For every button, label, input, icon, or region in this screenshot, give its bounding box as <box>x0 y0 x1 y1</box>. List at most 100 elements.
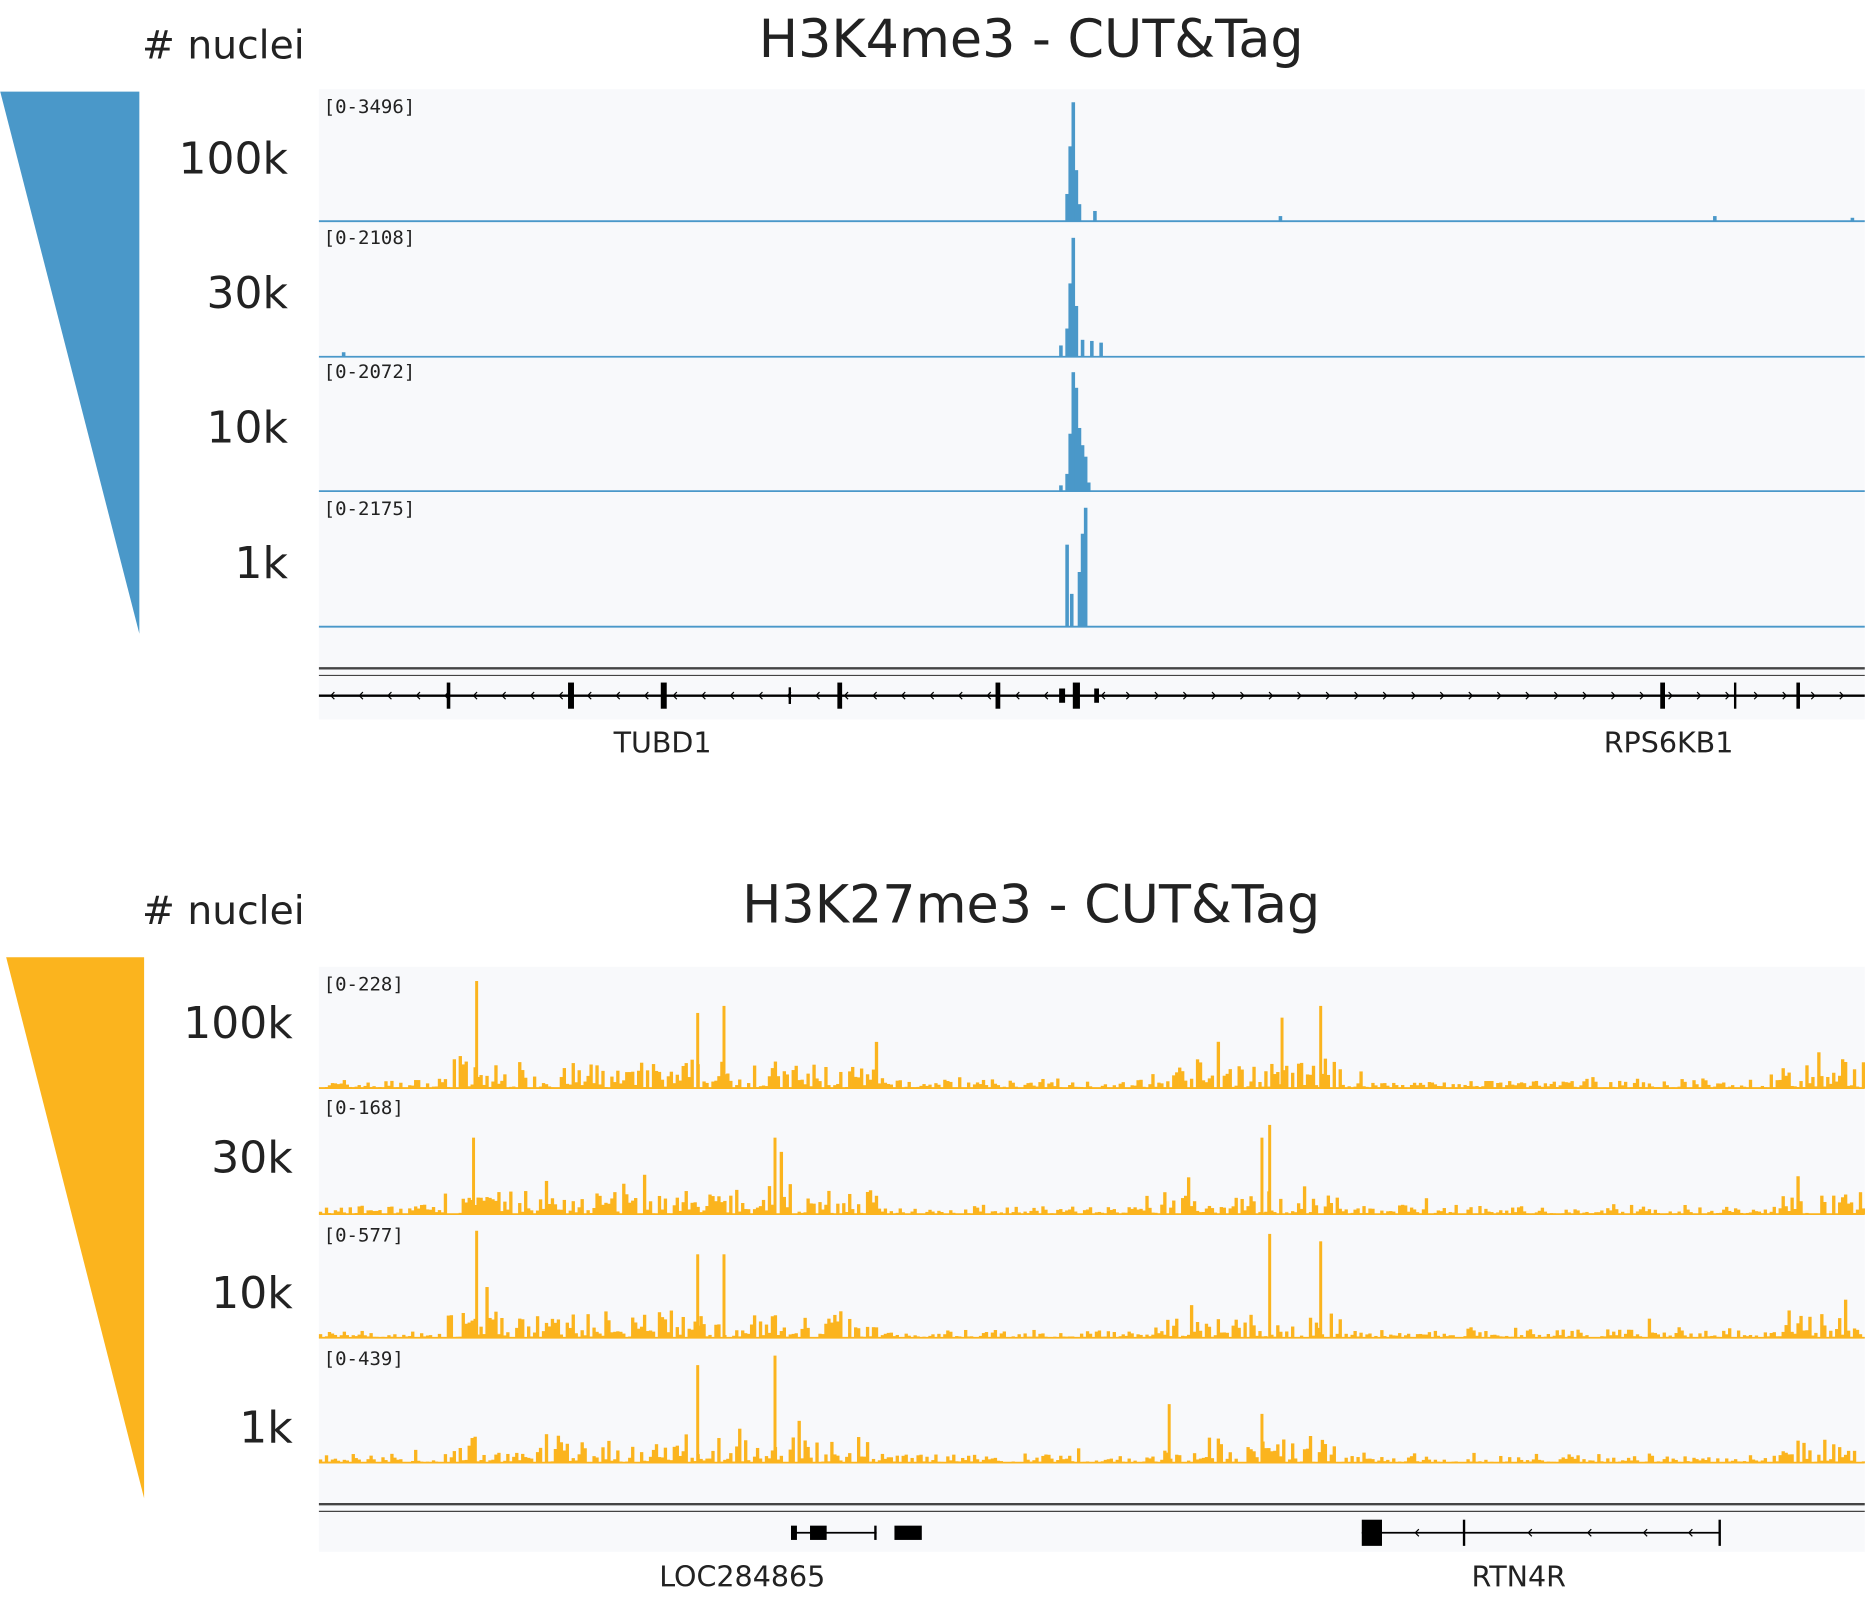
signal-bar <box>503 1335 507 1338</box>
signal-bar <box>1707 1084 1711 1089</box>
signal-bar <box>345 1460 349 1463</box>
exon <box>1059 688 1066 703</box>
signal-bar <box>1403 1205 1408 1215</box>
signal-bar <box>848 1453 852 1463</box>
signal-bar <box>408 1208 412 1215</box>
signal-bar <box>1380 1330 1384 1338</box>
signal-bar <box>711 1450 715 1463</box>
signal-bar <box>631 1071 635 1089</box>
signal-bar <box>937 1084 941 1089</box>
signal-bar <box>1139 1208 1143 1215</box>
signal-bar <box>993 1083 998 1089</box>
signal-bar <box>1163 1334 1167 1338</box>
signal-bar <box>1442 1333 1446 1338</box>
signal-bar <box>776 1459 781 1463</box>
signal-bar <box>521 1211 525 1215</box>
signal-bar <box>937 1210 941 1215</box>
signal-bar <box>1852 1328 1857 1338</box>
signal-bar <box>1278 216 1283 222</box>
strand-arrow <box>986 691 992 700</box>
signal-bar <box>482 1454 486 1463</box>
nuclei-level-label: 30k <box>211 1132 293 1183</box>
signal-bar <box>1068 146 1072 222</box>
signal-bar <box>889 1084 894 1089</box>
track-background <box>318 89 1865 720</box>
signal-bar <box>690 1202 694 1215</box>
signal-bar <box>524 1191 528 1215</box>
signal-bar <box>752 1315 757 1338</box>
signal-bar <box>571 1314 575 1338</box>
signal-bar <box>1264 1071 1268 1089</box>
signal-bar <box>1163 1192 1167 1215</box>
signal-bar <box>1662 1459 1666 1463</box>
signal-bar <box>1136 1334 1140 1338</box>
signal-bar <box>604 1202 608 1215</box>
signal-bar <box>1829 1459 1833 1463</box>
signal-bar <box>613 1331 617 1338</box>
panel-h3k27me3: H3K27me3 - CUT&Tag # nuclei 100k [0-228] 3… <box>6 875 1865 1593</box>
signal-bar <box>1820 1195 1824 1215</box>
signal-bar <box>1083 456 1088 492</box>
signal-bar <box>702 1210 706 1215</box>
signal-bar <box>856 1437 861 1463</box>
signal-bar <box>1401 1204 1405 1215</box>
signal-bar <box>485 1197 489 1215</box>
signal-bar <box>1496 1082 1500 1089</box>
signal-bar <box>958 1077 962 1089</box>
signal-bar <box>541 1331 546 1338</box>
signal-bar <box>755 1447 760 1463</box>
signal-bar <box>1793 1333 1797 1338</box>
signal-bar <box>1469 1327 1473 1338</box>
signal-bar <box>928 1209 932 1215</box>
signal-bar <box>666 1076 671 1089</box>
signal-bar <box>437 1210 442 1215</box>
signal-bar <box>934 1083 938 1089</box>
signal-bar <box>972 1454 977 1463</box>
signal-bar <box>604 1459 608 1463</box>
signal-bar <box>592 1083 596 1089</box>
signal-bar <box>880 1453 885 1463</box>
signal-bar <box>464 1061 468 1089</box>
signal-bar <box>1525 1330 1530 1338</box>
signal-bar <box>1424 1456 1429 1463</box>
signal-bar <box>1154 1327 1158 1338</box>
signal-bar <box>925 1085 929 1089</box>
signal-bar <box>610 1332 614 1338</box>
signal-bar <box>1665 1456 1669 1463</box>
signal-bar <box>1772 1206 1776 1215</box>
signal-bar <box>836 1321 840 1338</box>
signal-spike <box>773 1355 777 1463</box>
signal-bar <box>1032 1460 1036 1463</box>
nuclei-level-label: 100k <box>179 134 289 185</box>
signal-bar <box>1528 1085 1533 1089</box>
strand-arrow <box>957 691 963 700</box>
signal-bar <box>895 1455 899 1463</box>
signal-bar <box>1320 1334 1325 1338</box>
signal-bar <box>625 1072 629 1089</box>
signal-bar <box>886 1457 891 1463</box>
signal-bar <box>1415 1085 1420 1089</box>
strand-arrow <box>1639 691 1645 700</box>
signal-bar <box>1561 1457 1565 1463</box>
signal-bar <box>1662 1332 1666 1338</box>
signal-bar <box>1668 1335 1672 1338</box>
signal-bar <box>1308 1074 1313 1089</box>
signal-bar <box>1799 1315 1803 1338</box>
track-range-label: [0-2108] <box>324 227 416 249</box>
signal-bar <box>327 1331 332 1338</box>
signal-bar <box>1826 1460 1830 1463</box>
signal-bar <box>330 1459 335 1463</box>
signal-bar <box>330 1083 335 1089</box>
strand-arrow <box>900 691 906 700</box>
signal-bar <box>871 1458 876 1463</box>
signal-bar <box>1707 1457 1711 1463</box>
signal-bar <box>443 1193 448 1215</box>
signal-bar <box>613 1459 617 1463</box>
signal-bar <box>824 1066 828 1089</box>
signal-bar <box>1635 1078 1640 1089</box>
signal-bar <box>1695 1084 1699 1089</box>
signal-bar <box>607 1320 611 1338</box>
signal-bar <box>1270 1063 1274 1089</box>
signal-bar <box>390 1206 394 1215</box>
signal-bar <box>446 1315 451 1338</box>
